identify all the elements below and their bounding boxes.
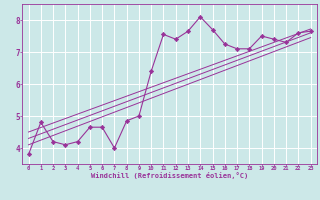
X-axis label: Windchill (Refroidissement éolien,°C): Windchill (Refroidissement éolien,°C) [91, 172, 248, 179]
